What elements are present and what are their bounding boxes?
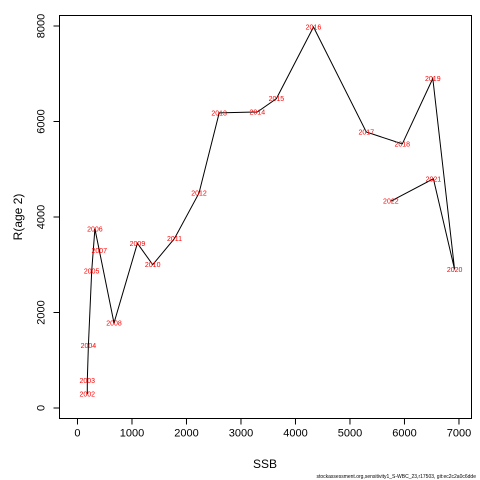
y-tick-label: 8000 [36, 14, 48, 38]
series-line [86, 25, 456, 395]
x-axis-title: SSB [253, 457, 277, 471]
plot-frame [59, 15, 472, 419]
x-tick-label: 7000 [447, 428, 471, 440]
y-tick-label: 0 [36, 405, 48, 411]
x-tick-label: 6000 [392, 428, 416, 440]
y-axis-title: R(age 2) [11, 194, 25, 241]
point-label-2019: 2019 [425, 76, 441, 83]
point-label-2013: 2013 [211, 110, 227, 117]
x-tick-label: 1000 [120, 428, 144, 440]
x-axis: 0 1000 2000 3000 4000 5000 6000 7000 [74, 418, 471, 440]
x-tick-label: 0 [74, 428, 80, 440]
point-label-2011: 2011 [167, 236, 182, 243]
point-label-2010: 2010 [145, 262, 161, 269]
point-label-2021: 2021 [426, 176, 442, 183]
x-tick-label: 4000 [283, 428, 307, 440]
point-label-2009: 2009 [130, 241, 146, 248]
y-tick-label: 4000 [36, 205, 48, 229]
point-label-2020: 2020 [447, 267, 463, 274]
point-label-2012: 2012 [191, 191, 207, 198]
point-label-2007: 2007 [91, 248, 107, 255]
point-label-2014: 2014 [250, 109, 266, 116]
point-label-2015: 2015 [269, 96, 285, 103]
x-tick-label: 5000 [338, 428, 362, 440]
point-label-2003: 2003 [80, 378, 96, 385]
point-label-2022: 2022 [383, 199, 399, 206]
point-label-2018: 2018 [394, 141, 410, 148]
point-label-2008: 2008 [106, 321, 122, 328]
point-label-2006: 2006 [87, 226, 103, 233]
point-label-2005: 2005 [84, 268, 100, 275]
source-caption: stockassessment.org,sensitivity1_S-WBC_2… [316, 474, 476, 480]
point-label-2017: 2017 [359, 130, 375, 137]
x-tick-label: 3000 [229, 428, 253, 440]
y-tick-label: 2000 [36, 300, 48, 324]
point-label-2004: 2004 [81, 343, 97, 350]
point-label-2002: 2002 [80, 392, 96, 399]
y-tick-label: 6000 [36, 109, 48, 133]
y-axis: 0 2000 4000 6000 8000 [36, 14, 60, 411]
x-tick-label: 2000 [174, 428, 198, 440]
point-label-2016: 2016 [306, 24, 322, 31]
point-labels: 2002 2003 2004 2005 2006 2007 2008 2009 2010 2011… [80, 24, 463, 398]
